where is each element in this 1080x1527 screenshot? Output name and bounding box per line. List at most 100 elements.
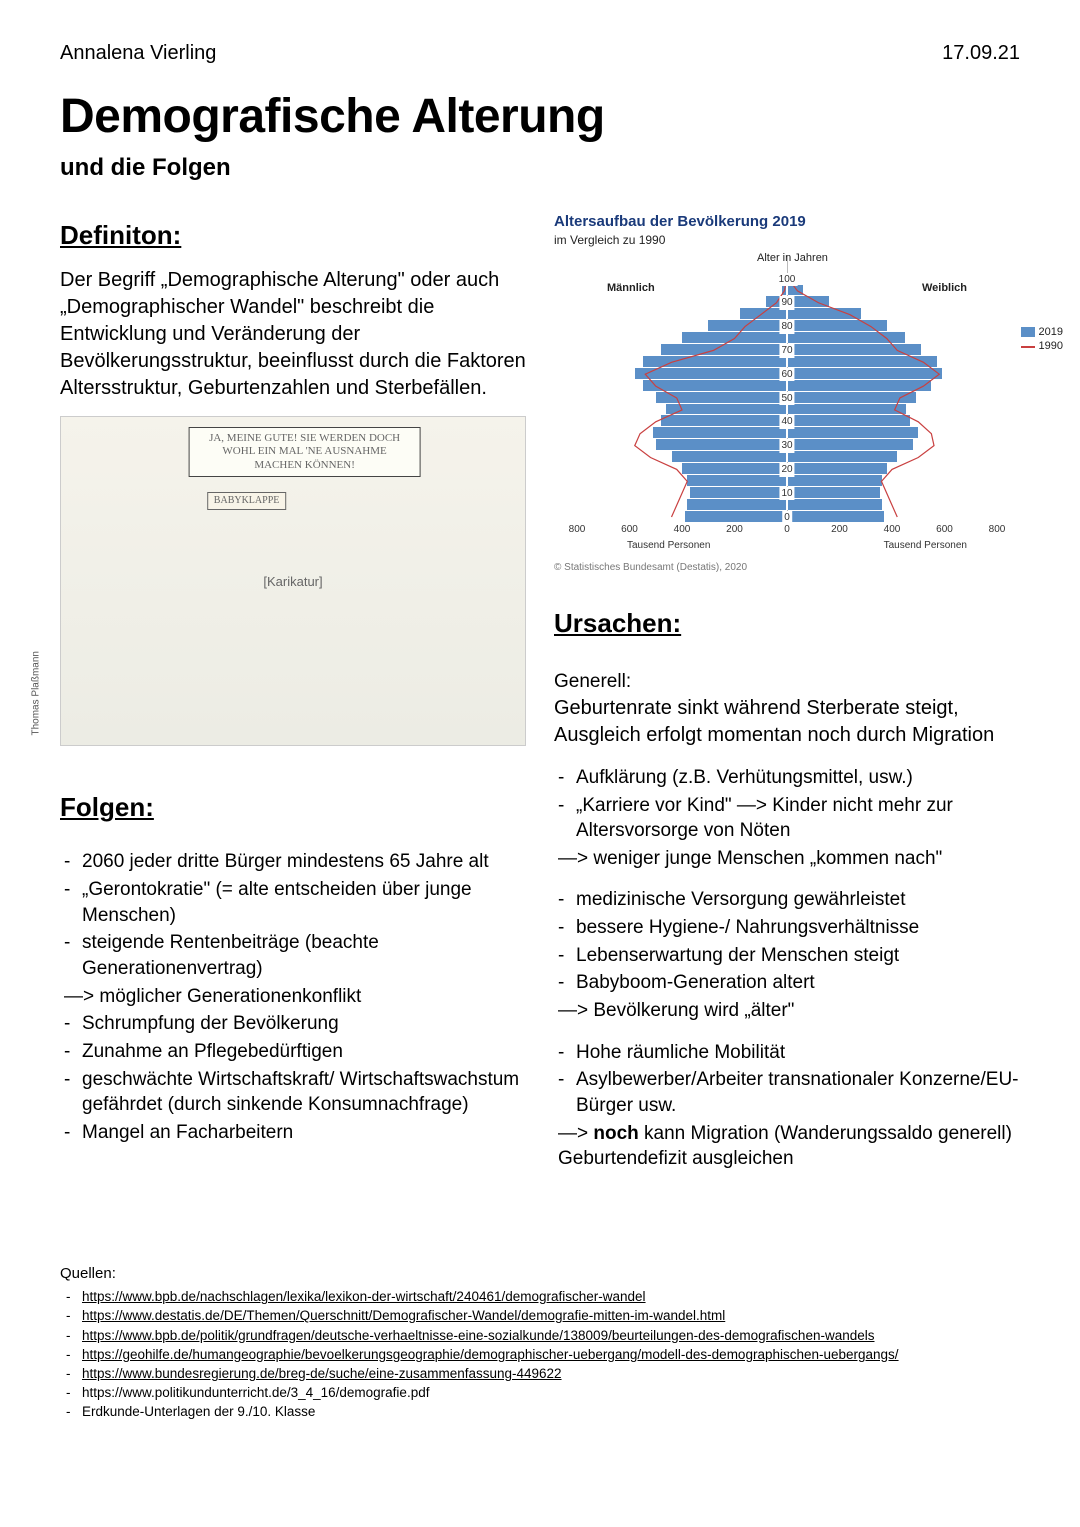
source-link[interactable]: https://www.destatis.de/DE/Themen/Quersc…: [82, 1308, 725, 1323]
pyramid-bar-female: [787, 451, 897, 462]
cartoon-sign: BABYKLAPPE: [207, 492, 287, 510]
population-pyramid-chart: Altersaufbau der Bevölkerung 2019 im Ver…: [554, 212, 1020, 574]
sources-list: https://www.bpb.de/nachschlagen/lexika/l…: [60, 1288, 1020, 1422]
sources-heading: Quellen:: [60, 1264, 1020, 1284]
ursachen-intro-label: Generell:: [554, 669, 1020, 695]
pyramid-bar-male: [661, 415, 787, 426]
chart-credit: © Statistisches Bundesamt (Destatis), 20…: [554, 561, 1020, 575]
pyramid-bar-male: [685, 511, 787, 522]
pyramid-y-tick: 20: [779, 463, 794, 477]
pyramid-x-tick: 600: [936, 523, 953, 537]
sources-section: Quellen: https://www.bpb.de/nachschlagen…: [60, 1264, 1020, 1422]
ursachen-heading: Ursachen:: [554, 606, 1020, 641]
author: Annalena Vierling: [60, 40, 216, 67]
list-item: Asylbewerber/Arbeiter transnationaler Ko…: [554, 1067, 1020, 1118]
cartoon-placeholder: [Karikatur]: [263, 573, 322, 591]
pyramid-bar-male: [740, 308, 787, 319]
pyramid-x-tick: 400: [674, 523, 691, 537]
pyramid-bar-male: [672, 451, 788, 462]
pyramid-bar-male: [653, 427, 787, 438]
pyramid-bar-female: [787, 392, 916, 403]
pyramid-bar-female: [787, 308, 861, 319]
definition-heading: Definiton:: [60, 218, 526, 253]
folgen-heading: Folgen:: [60, 790, 526, 825]
pyramid-bar-female: [787, 487, 880, 498]
chart-title: Altersaufbau der Bevölkerung 2019: [554, 212, 1020, 232]
arrow-line: —> möglicher Generationenkonflikt: [60, 984, 526, 1010]
list-item: Hohe räumliche Mobilität: [554, 1040, 1020, 1066]
pyramid-bar-female: [787, 285, 803, 296]
pyramid-bar-male: [682, 463, 787, 474]
source-link[interactable]: https://www.bpb.de/nachschlagen/lexika/l…: [82, 1289, 646, 1304]
ursachen-intro-text: Geburtenrate sinkt während Sterberate st…: [554, 695, 1020, 749]
pyramid-bar-male: [682, 332, 787, 343]
pyramid-x-tick: 200: [831, 523, 848, 537]
pyramid-y-tick: 10: [779, 487, 794, 501]
pyramid-bar-male: [690, 487, 787, 498]
pyramid-bar-female: [787, 368, 942, 379]
header-row: Annalena Vierling 17.09.21: [60, 40, 1020, 67]
legend-item: 1990: [1021, 339, 1063, 354]
cartoon-speech: JA, MEINE GUTE! SIE WERDEN DOCH WOHL EIN…: [189, 427, 421, 477]
pyramid-bar-female: [787, 404, 906, 415]
folgen-list: 2060 jeder dritte Bürger mindestens 65 J…: [60, 849, 526, 1145]
left-column: Definiton: Der Begriff „Demographische A…: [60, 212, 526, 1174]
date: 17.09.21: [942, 40, 1020, 67]
ursachen-group-1: Aufklärung (z.B. Verhütungsmittel, usw.)…: [554, 765, 1020, 872]
ursachen-group-2: medizinische Versorgung gewährleistetbes…: [554, 887, 1020, 1023]
pyramid-y-tick: 80: [779, 320, 794, 334]
source-item: Erdkunde-Unterlagen der 9./10. Klasse: [60, 1403, 1020, 1421]
source-link[interactable]: https://geohilfe.de/humangeographie/bevo…: [82, 1347, 899, 1362]
pyramid-y-tick: 60: [779, 368, 794, 382]
list-item: Babyboom-Generation altert: [554, 970, 1020, 996]
ursachen-group-3-tail: —> noch kann Migration (Wanderungssaldo …: [554, 1121, 1020, 1172]
pyramid-x-tick: 0: [784, 523, 790, 537]
pyramid-bar-male: [666, 404, 787, 415]
main-columns: Definiton: Der Begriff „Demographische A…: [60, 212, 1020, 1174]
pyramid-bar-female: [787, 380, 931, 391]
pyramid-y-tick: 50: [779, 392, 794, 406]
list-item: 2060 jeder dritte Bürger mindestens 65 J…: [60, 849, 526, 875]
chart-top-label: Alter in Jahren: [757, 251, 828, 266]
pyramid-bar-female: [787, 463, 887, 474]
source-item: https://geohilfe.de/humangeographie/bevo…: [60, 1346, 1020, 1364]
tail-bold: noch: [593, 1123, 638, 1144]
pyramid-bar-male: [656, 439, 787, 450]
pyramid-x-label-left: Tausend Personen: [627, 539, 710, 553]
chart-male-label: Männlich: [607, 281, 655, 296]
pyramid-bar-female: [787, 439, 913, 450]
legend-item: 2019: [1021, 325, 1063, 340]
tail-pre: —>: [558, 1123, 593, 1144]
list-item: geschwächte Wirtschaftskraft/ Wirtschaft…: [60, 1067, 526, 1118]
page-subtitle: und die Folgen: [60, 152, 1020, 184]
chart-subtitle: im Vergleich zu 1990: [554, 232, 1020, 248]
arrow-line: —> weniger junge Menschen „kommen nach": [554, 846, 1020, 872]
pyramid-bar-female: [787, 320, 887, 331]
chart-legend: 20191990: [1021, 325, 1063, 355]
pyramid-bar-female: [787, 427, 918, 438]
pyramid-bar-female: [787, 415, 910, 426]
pyramid-bar-male: [687, 475, 787, 486]
pyramid-bar-female: [787, 499, 882, 510]
pyramid-bar-female: [787, 344, 921, 355]
pyramid-x-tick: 800: [989, 523, 1006, 537]
pyramid-bar-male: [656, 392, 787, 403]
pyramid-bar-male: [635, 368, 787, 379]
source-link[interactable]: https://www.bundesregierung.de/breg-de/s…: [82, 1366, 562, 1381]
pyramid-bar-male: [687, 499, 787, 510]
pyramid-bar-male: [661, 344, 787, 355]
list-item: steigende Rentenbeiträge (beachte Genera…: [60, 930, 526, 981]
definition-text: Der Begriff „Demographische Alterung" od…: [60, 267, 526, 402]
pyramid-x-tick: 800: [569, 523, 586, 537]
ursachen-group-3: Hohe räumliche MobilitätAsylbewerber/Arb…: [554, 1040, 1020, 1119]
source-item: https://www.politikundunterricht.de/3_4_…: [60, 1384, 1020, 1402]
list-item: „Gerontokratie" (= alte entscheiden über…: [60, 877, 526, 928]
pyramid-y-tick: 90: [779, 296, 794, 310]
source-item: https://www.bpb.de/politik/grundfragen/d…: [60, 1327, 1020, 1345]
cartoon-image: JA, MEINE GUTE! SIE WERDEN DOCH WOHL EIN…: [60, 416, 526, 746]
right-column: Altersaufbau der Bevölkerung 2019 im Ver…: [554, 212, 1020, 1174]
pyramid-bar-male: [643, 380, 787, 391]
pyramid-y-tick: 30: [779, 439, 794, 453]
source-link[interactable]: https://www.bpb.de/politik/grundfragen/d…: [82, 1328, 875, 1343]
source-item: https://www.bundesregierung.de/breg-de/s…: [60, 1365, 1020, 1383]
